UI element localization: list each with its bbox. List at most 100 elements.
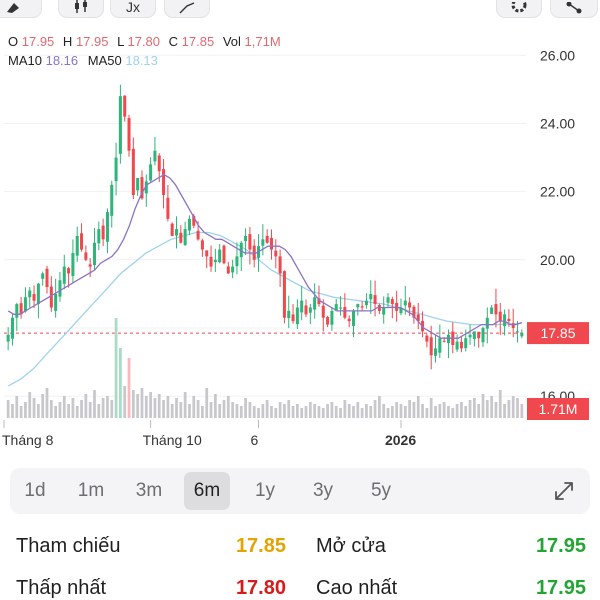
- volume-bar: [477, 404, 481, 418]
- volume-bar: [274, 408, 278, 418]
- candle-body: [140, 177, 144, 199]
- stat-low: Thấp nhất 17.80: [16, 573, 286, 600]
- candle-type-button[interactable]: [58, 0, 104, 18]
- candle-body: [196, 230, 200, 240]
- volume-bar: [347, 404, 351, 418]
- volume-bar: [101, 398, 105, 418]
- volume-bar: [235, 404, 239, 418]
- volume-bar: [175, 398, 178, 418]
- volume-bar: [88, 402, 92, 418]
- compare-button[interactable]: [164, 0, 210, 18]
- volume-bar: [451, 408, 455, 418]
- candle-body: [351, 310, 356, 326]
- candle-body: [226, 266, 230, 274]
- volume-bar: [287, 400, 291, 418]
- candle-body: [28, 290, 32, 298]
- indicators-button[interactable]: Jx: [110, 0, 156, 18]
- volume-bar: [261, 404, 265, 418]
- price-tick-label: 22.00: [540, 184, 575, 200]
- candle-body: [62, 266, 66, 284]
- volume-bar: [481, 394, 485, 418]
- volume-bar: [196, 400, 200, 418]
- candle-body: [464, 338, 468, 349]
- expand-icon[interactable]: [552, 479, 576, 503]
- period-selector: 1d 1m 3m 6m 1y 3y 5y: [10, 468, 590, 514]
- volume-bar: [386, 408, 390, 418]
- volume-bar: [144, 396, 148, 418]
- volume-bar: [239, 406, 243, 418]
- candle-body: [308, 307, 312, 313]
- candle-body: [408, 302, 412, 308]
- volume-bar: [373, 400, 377, 418]
- candlestick-icon: [75, 0, 87, 13]
- function-icon: Jx: [126, 0, 140, 15]
- volume-bar: [114, 318, 118, 418]
- candle-body: [326, 317, 330, 325]
- candle-body: [231, 266, 235, 273]
- candle-body: [222, 245, 226, 264]
- candle-body: [507, 318, 511, 322]
- tab-3m[interactable]: 3m: [135, 480, 163, 501]
- high-value: 17.95: [75, 34, 109, 49]
- volume-bar: [412, 402, 416, 418]
- volume-bar: [507, 400, 511, 418]
- volume-bar: [226, 396, 230, 418]
- settings-button[interactable]: [496, 0, 542, 18]
- tab-3y[interactable]: 3y: [312, 480, 334, 501]
- candle-body: [442, 340, 446, 342]
- candle-body: [131, 148, 135, 196]
- volume-bar: [136, 394, 140, 418]
- candle-body: [412, 306, 416, 318]
- volume-bar: [24, 402, 27, 418]
- candle-body: [19, 303, 23, 315]
- ma10-line: [7, 173, 523, 339]
- candle-body: [304, 305, 308, 315]
- candle-body: [110, 184, 114, 216]
- volume-bar: [188, 404, 191, 418]
- candle-body: [114, 157, 118, 182]
- candle-body: [92, 242, 97, 266]
- candle-body: [291, 314, 295, 322]
- volume-bar: [425, 408, 429, 418]
- volume-bar: [106, 396, 109, 418]
- draw-tool-button[interactable]: [0, 0, 42, 18]
- volume-bar: [252, 406, 256, 418]
- tab-1y[interactable]: 1y: [254, 480, 276, 501]
- volume-bar: [326, 404, 329, 418]
- volume-bar: [270, 406, 273, 418]
- candle-body: [179, 232, 183, 243]
- volume-bar: [97, 404, 101, 418]
- volume-bar: [511, 396, 515, 418]
- high-label: Cao nhất: [316, 577, 398, 599]
- candle-body: [416, 314, 420, 322]
- tab-1d[interactable]: 1d: [24, 480, 46, 501]
- candle-body: [157, 155, 161, 172]
- tab-5y[interactable]: 5y: [370, 480, 392, 501]
- volume-bar: [222, 400, 226, 418]
- volume-bar: [67, 404, 70, 418]
- tab-1m[interactable]: 1m: [77, 480, 105, 501]
- candle-body: [54, 293, 58, 311]
- candle-body: [356, 304, 360, 308]
- volume-bar: [330, 402, 334, 418]
- volume-bar: [494, 402, 498, 418]
- candle-body: [330, 310, 334, 325]
- x-tick-label: 6: [251, 432, 259, 448]
- tab-6m[interactable]: 6m: [184, 472, 230, 510]
- candle-body: [485, 317, 489, 329]
- volume-bar: [321, 408, 325, 418]
- low-key: L: [117, 34, 124, 49]
- stat-high: Cao nhất 17.95: [316, 573, 586, 600]
- volume-bar: [75, 406, 79, 418]
- gear-icon: [511, 2, 527, 13]
- volume-bar: [15, 396, 19, 418]
- volume-bar: [334, 406, 338, 418]
- price-tick-label: 24.00: [540, 115, 575, 131]
- candle-body: [455, 341, 459, 350]
- close-value: 17.85: [181, 34, 215, 49]
- volume-bar: [244, 398, 247, 418]
- candle-body: [41, 273, 45, 279]
- candle-body: [382, 307, 386, 315]
- share-button[interactable]: [550, 0, 598, 18]
